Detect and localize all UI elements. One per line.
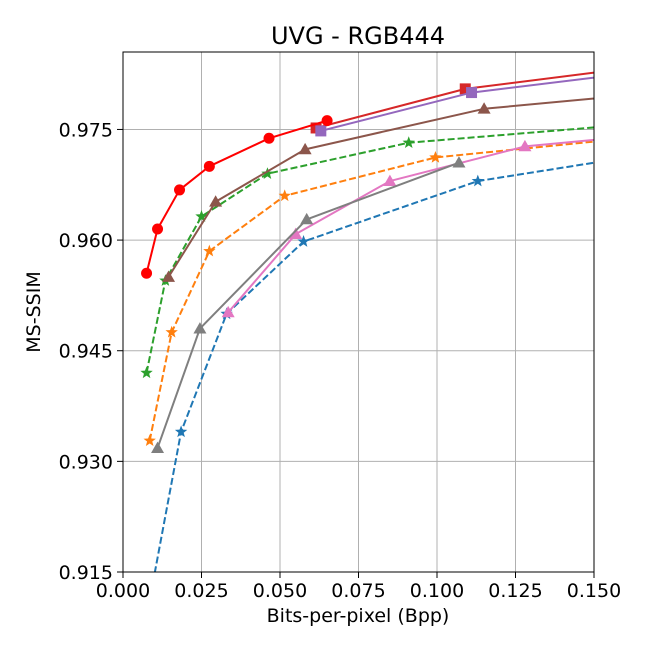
data-point-marker xyxy=(297,235,310,247)
data-point-marker xyxy=(429,150,442,163)
y-tick-label: 0.945 xyxy=(59,341,113,363)
data-point-marker xyxy=(300,212,314,225)
series-line xyxy=(156,161,460,449)
y-tick-label: 0.930 xyxy=(59,451,113,473)
series-line xyxy=(148,140,594,441)
axes-layer: 0.000 0.025 0.050 0.075 0.100 0.125 0.150 0.915… xyxy=(59,51,621,602)
data-point-marker xyxy=(289,227,303,240)
series-group xyxy=(221,138,594,318)
data-point-marker xyxy=(162,270,176,282)
series-group xyxy=(151,156,466,453)
series-line xyxy=(145,119,328,274)
y-tick-label: 0.960 xyxy=(59,230,113,252)
data-point-marker xyxy=(315,125,327,137)
data-point-marker xyxy=(174,184,186,196)
data-point-marker xyxy=(209,195,223,207)
chart-title: UVG - RGB444 xyxy=(271,22,445,50)
x-tick-label: 0.025 xyxy=(174,580,228,602)
data-point-marker xyxy=(518,139,532,152)
data-point-marker xyxy=(140,366,153,379)
series-group xyxy=(315,76,594,137)
data-point-marker xyxy=(141,267,153,279)
x-tick-label: 0.100 xyxy=(410,580,464,602)
y-tick-label: 0.915 xyxy=(59,562,113,584)
x-axis-title: Bits-per-pixel (Bpp) xyxy=(267,605,450,627)
data-point-marker xyxy=(278,189,291,202)
data-point-marker xyxy=(203,244,216,257)
y-axis-title: MS-SSIM xyxy=(23,271,45,352)
data-point-marker xyxy=(174,425,188,438)
data-point-marker xyxy=(321,115,333,127)
data-point-marker xyxy=(298,142,312,155)
data-point-marker xyxy=(383,174,397,186)
data-point-marker xyxy=(452,156,466,168)
data-point-marker xyxy=(477,102,491,114)
data-point-marker xyxy=(221,305,235,318)
plot-frame xyxy=(122,51,595,573)
data-point-marker xyxy=(203,160,215,172)
data-point-marker xyxy=(261,167,274,179)
data-point-marker xyxy=(143,434,156,446)
data-point-marker xyxy=(402,136,415,148)
y-tick-label: 0.975 xyxy=(59,119,113,141)
series-group xyxy=(162,97,594,282)
data-point-marker xyxy=(471,174,484,187)
x-tick-label: 0.000 xyxy=(96,580,150,602)
data-point-marker xyxy=(459,83,471,95)
series-group xyxy=(143,140,594,446)
data-point-marker xyxy=(151,441,165,453)
data-point-marker xyxy=(165,325,178,338)
x-tick-label: 0.075 xyxy=(331,580,385,602)
data-point-marker xyxy=(195,209,208,222)
x-tick-label: 0.050 xyxy=(253,580,307,602)
series-group xyxy=(141,115,333,279)
data-point-marker xyxy=(466,87,478,99)
series-layer xyxy=(140,71,594,572)
data-point-marker xyxy=(263,132,275,144)
x-tick-label: 0.150 xyxy=(567,580,621,602)
x-tick-label: 0.125 xyxy=(488,580,542,602)
data-point-marker xyxy=(193,322,207,334)
series-line xyxy=(153,161,594,572)
data-point-marker xyxy=(152,223,164,235)
